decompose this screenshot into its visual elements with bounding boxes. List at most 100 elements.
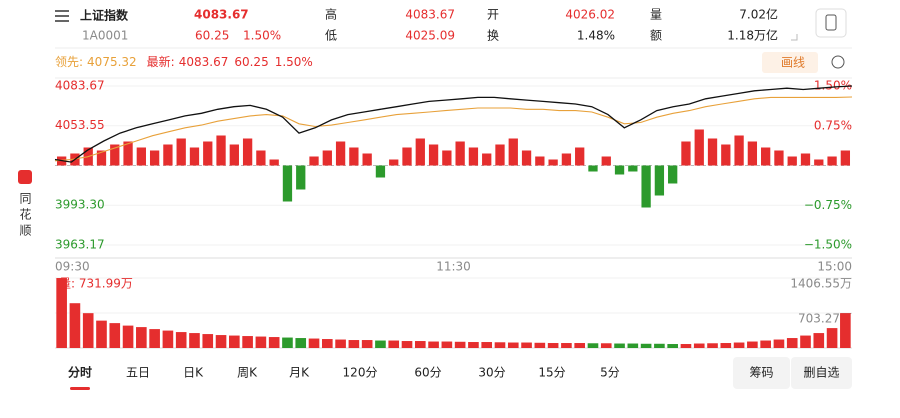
strength-bar: [761, 147, 771, 166]
volume-bar: [481, 342, 493, 348]
legend-item: 4075.32: [87, 55, 137, 69]
strength-bar: [787, 156, 797, 166]
strength-bar: [588, 165, 598, 172]
volume-bar: [800, 335, 811, 348]
tab[interactable]: 周K: [237, 366, 258, 380]
y2-tick-label: −1.50%: [804, 238, 852, 252]
volume-bar: [840, 313, 851, 348]
volume-bar: [547, 343, 559, 348]
volume-bar: [494, 342, 506, 348]
button-label[interactable]: 筹码: [749, 366, 773, 380]
volume-bar: [229, 335, 240, 348]
x-tick-label: 11:30: [436, 260, 471, 274]
menu-icon[interactable]: [55, 10, 69, 22]
strength-bar: [601, 156, 611, 166]
y-tick-label: 3993.30: [55, 198, 105, 212]
stat-value: 4026.02: [565, 8, 615, 22]
volume-tick-label: 1406.55万: [790, 277, 852, 291]
volume-bar: [202, 334, 214, 348]
strength-bar: [654, 165, 665, 196]
button[interactable]: [733, 357, 790, 389]
tab[interactable]: 15分: [538, 366, 565, 380]
button[interactable]: [791, 357, 852, 389]
volume-bar: [454, 341, 466, 348]
strength-bar: [614, 165, 625, 175]
corner-mark: [791, 34, 798, 41]
strength-bar: [216, 135, 226, 166]
strength-bar: [747, 141, 758, 166]
volume-bar: [109, 323, 121, 348]
strength-bar: [814, 159, 824, 166]
draw-button-label: 画线: [781, 56, 805, 70]
volume-bar: [441, 341, 453, 348]
tab[interactable]: 30分: [478, 366, 505, 380]
strength-bar: [428, 144, 439, 166]
stock-code: 1A0001: [82, 29, 128, 43]
tab[interactable]: 月K: [289, 366, 310, 380]
volume-bar: [375, 340, 386, 348]
volume-bar: [680, 344, 692, 348]
strength-bar: [707, 138, 718, 166]
strength-bar: [123, 141, 133, 166]
strength-bar: [322, 150, 332, 166]
device-icon-glyph: [825, 14, 837, 31]
stat-value: 1.48%: [577, 29, 615, 43]
volume-bar: [667, 344, 678, 348]
settings-icon[interactable]: [831, 55, 845, 69]
volume-bar: [627, 343, 639, 348]
strength-bar: [149, 150, 160, 166]
strength-bar: [827, 156, 837, 166]
y-tick-label: 4053.55: [55, 118, 105, 132]
y-tick-label: 3963.17: [55, 238, 105, 252]
strength-bar: [176, 138, 186, 166]
strength-bar: [548, 159, 558, 166]
tab[interactable]: 120分: [343, 366, 378, 380]
volume-bar: [600, 343, 612, 348]
volume-bar: [321, 339, 333, 348]
strength-bar: [335, 141, 346, 166]
stat-label: 低: [325, 29, 337, 43]
volume-bar: [136, 327, 147, 348]
volume-bar: [401, 341, 413, 348]
volume-bar: [69, 303, 81, 348]
volume-bar: [56, 278, 67, 348]
tab[interactable]: 60分: [414, 366, 441, 380]
volume-bar: [282, 337, 293, 348]
legend-item: 1.50%: [275, 55, 313, 69]
stat-value: 4083.67: [405, 8, 455, 22]
button-label[interactable]: 删自选: [803, 366, 839, 380]
tab[interactable]: 5分: [600, 366, 620, 380]
tab[interactable]: 日K: [183, 366, 204, 380]
strength-bar: [136, 147, 146, 166]
strength-bar: [415, 138, 425, 166]
strength-bar: [734, 135, 744, 166]
legend: 领先: 4075.32 最新: 4083.67 60.25 1.50%: [55, 54, 313, 69]
volume-bar: [773, 339, 785, 348]
volume-bar: [335, 339, 346, 348]
volume-bar: [507, 342, 519, 348]
strength-bar: [296, 165, 306, 190]
x-tick-label: 15:00: [817, 260, 852, 274]
draw-button[interactable]: [762, 52, 818, 73]
strength-bar: [482, 153, 492, 166]
volume-bar: [640, 343, 652, 348]
strength-bar: [561, 153, 572, 166]
device-icon[interactable]: [815, 8, 847, 38]
stat-label: 额: [650, 29, 662, 43]
volume-bar: [826, 328, 838, 348]
brand-logo: [18, 170, 32, 184]
volume-bar: [255, 336, 267, 348]
strength-bar: [203, 141, 213, 166]
tab-selected[interactable]: 分时: [68, 365, 92, 380]
volume-bar: [149, 329, 160, 348]
strength-bar: [402, 147, 412, 166]
stat-value: 1.18万亿: [727, 28, 778, 43]
volume-bar: [295, 338, 307, 348]
strength-bar: [521, 150, 532, 166]
volume-bar: [521, 342, 532, 348]
y-tick-label: 4083.67: [55, 79, 105, 93]
volume-bar: [587, 343, 599, 348]
strength-bar: [668, 165, 678, 184]
volume-bar: [428, 341, 439, 348]
tab[interactable]: 五日: [126, 366, 150, 380]
